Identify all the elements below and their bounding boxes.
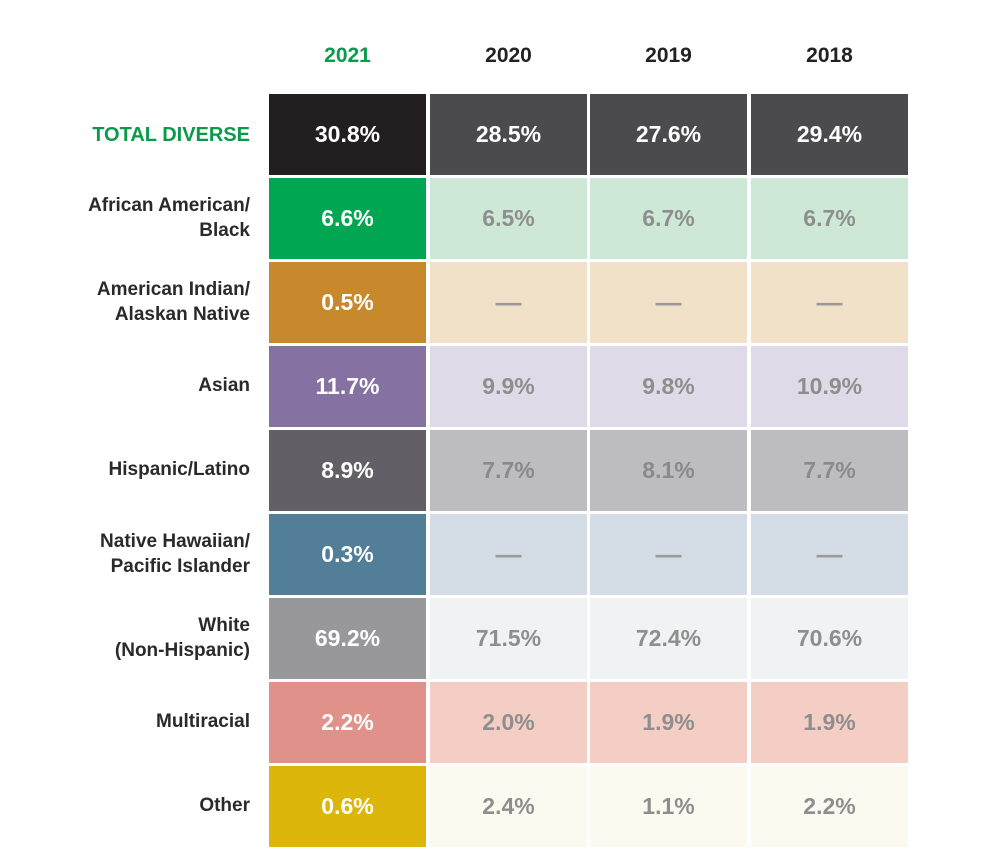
table-cell: 7.7% bbox=[751, 430, 908, 511]
table-cell: — bbox=[751, 262, 908, 343]
table-cell: 6.5% bbox=[430, 178, 587, 259]
cell-value: 0.3% bbox=[321, 541, 374, 567]
cell-value: — bbox=[816, 539, 843, 569]
cell-value: 7.7% bbox=[482, 457, 535, 483]
table-cell: — bbox=[430, 514, 587, 595]
row-label: Hispanic/Latino bbox=[108, 459, 250, 481]
column-header-2019: 2019 bbox=[645, 44, 692, 67]
table-cell: — bbox=[751, 514, 908, 595]
column-header-2021: 2021 bbox=[324, 44, 371, 67]
cell-value: 8.1% bbox=[642, 457, 695, 483]
table-cell: 6.7% bbox=[751, 178, 908, 259]
cell-value: 1.1% bbox=[642, 793, 695, 819]
table-cell: — bbox=[590, 262, 747, 343]
table-cell: 72.4% bbox=[590, 598, 747, 679]
cell-value: 2.2% bbox=[321, 709, 374, 735]
cell-value: 30.8% bbox=[314, 121, 381, 147]
table-cell: 27.6% bbox=[590, 94, 747, 175]
cell-value: 70.6% bbox=[796, 625, 863, 651]
cell-value: 1.9% bbox=[803, 709, 856, 735]
cell-value: 9.9% bbox=[482, 373, 535, 399]
cell-value: 2.2% bbox=[803, 793, 856, 819]
cell-value: — bbox=[816, 287, 843, 317]
table-cell: 8.1% bbox=[590, 430, 747, 511]
table-cell: 0.5% bbox=[269, 262, 426, 343]
table-cell: 29.4% bbox=[751, 94, 908, 175]
table-cell: 2.2% bbox=[751, 766, 908, 847]
table-cell: 70.6% bbox=[751, 598, 908, 679]
row-label: TOTAL DIVERSE bbox=[92, 123, 250, 146]
cell-value: 2.4% bbox=[482, 793, 535, 819]
table-cell: 9.9% bbox=[430, 346, 587, 427]
column-header-2020: 2020 bbox=[485, 44, 532, 67]
cell-value: — bbox=[495, 539, 522, 569]
table-cell: 30.8% bbox=[269, 94, 426, 175]
table-cell: 71.5% bbox=[430, 598, 587, 679]
table-cell: 6.7% bbox=[590, 178, 747, 259]
cell-value: — bbox=[655, 539, 682, 569]
table-cell: 9.8% bbox=[590, 346, 747, 427]
table-cell: 2.4% bbox=[430, 766, 587, 847]
cell-value: 6.6% bbox=[321, 205, 374, 231]
cell-value: 1.9% bbox=[642, 709, 695, 735]
cell-value: 28.5% bbox=[475, 121, 542, 147]
table-cell: 1.9% bbox=[751, 682, 908, 763]
cell-value: — bbox=[655, 287, 682, 317]
table-cell: 1.1% bbox=[590, 766, 747, 847]
table-cell: 69.2% bbox=[269, 598, 426, 679]
row-label: White (Non-Hispanic) bbox=[114, 614, 250, 661]
row-label: Asian bbox=[198, 375, 250, 397]
table-cell: 1.9% bbox=[590, 682, 747, 763]
table-cell: 2.0% bbox=[430, 682, 587, 763]
cell-value: 11.7% bbox=[315, 373, 380, 399]
cell-value: 8.9% bbox=[321, 457, 374, 483]
table-cell: 7.7% bbox=[430, 430, 587, 511]
row-label: African American/ Black bbox=[88, 194, 250, 241]
table-cell: — bbox=[430, 262, 587, 343]
cell-value: 71.5% bbox=[475, 625, 542, 651]
cell-value: 69.2% bbox=[314, 625, 381, 651]
cell-value: 7.7% bbox=[803, 457, 856, 483]
table-cell: — bbox=[590, 514, 747, 595]
cell-value: 72.4% bbox=[635, 625, 702, 651]
table-cell: 11.7% bbox=[269, 346, 426, 427]
table-cell: 10.9% bbox=[751, 346, 908, 427]
table-cell: 2.2% bbox=[269, 682, 426, 763]
cell-value: 10.9% bbox=[796, 373, 863, 399]
cell-value: 9.8% bbox=[642, 373, 695, 399]
table-cell: 0.3% bbox=[269, 514, 426, 595]
cell-value: 0.6% bbox=[321, 793, 374, 819]
row-label: American Indian/ Alaskan Native bbox=[96, 278, 250, 325]
cell-value: 6.7% bbox=[803, 205, 856, 231]
cell-value: 0.5% bbox=[321, 289, 374, 315]
table-cell: 8.9% bbox=[269, 430, 426, 511]
cell-value: 6.7% bbox=[642, 205, 695, 231]
row-label: Other bbox=[199, 795, 250, 817]
row-label: Multiracial bbox=[156, 711, 250, 733]
table-cell: 0.6% bbox=[269, 766, 426, 847]
cell-value: — bbox=[495, 287, 522, 317]
table-cell: 28.5% bbox=[430, 94, 587, 175]
cell-value: 2.0% bbox=[482, 709, 535, 735]
cell-value: 27.6% bbox=[635, 121, 702, 147]
table-cell: 6.6% bbox=[269, 178, 426, 259]
cell-value: 6.5% bbox=[482, 205, 535, 231]
row-label: Native Hawaiian/ Pacific Islander bbox=[100, 530, 250, 577]
cell-value: 29.4% bbox=[796, 121, 863, 147]
column-header-2018: 2018 bbox=[806, 44, 853, 67]
